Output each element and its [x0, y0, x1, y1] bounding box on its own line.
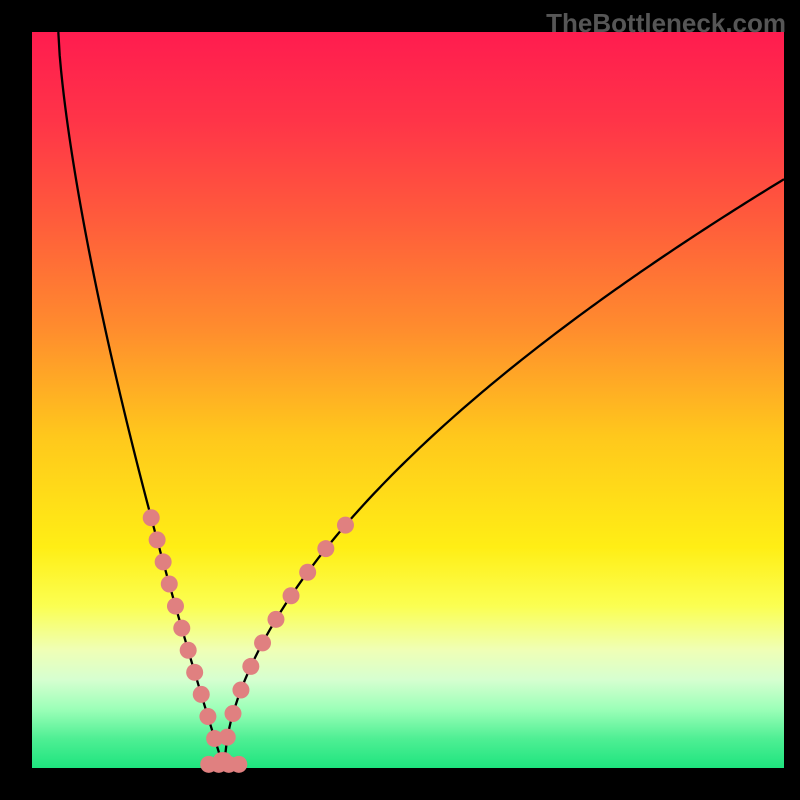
watermark-text: TheBottleneck.com: [546, 8, 786, 39]
chart-container: TheBottleneck.com: [0, 0, 800, 800]
plot-gradient-area: [32, 32, 784, 768]
